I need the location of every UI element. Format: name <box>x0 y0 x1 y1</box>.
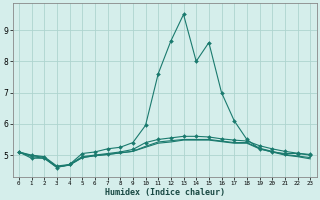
X-axis label: Humidex (Indice chaleur): Humidex (Indice chaleur) <box>105 188 225 197</box>
